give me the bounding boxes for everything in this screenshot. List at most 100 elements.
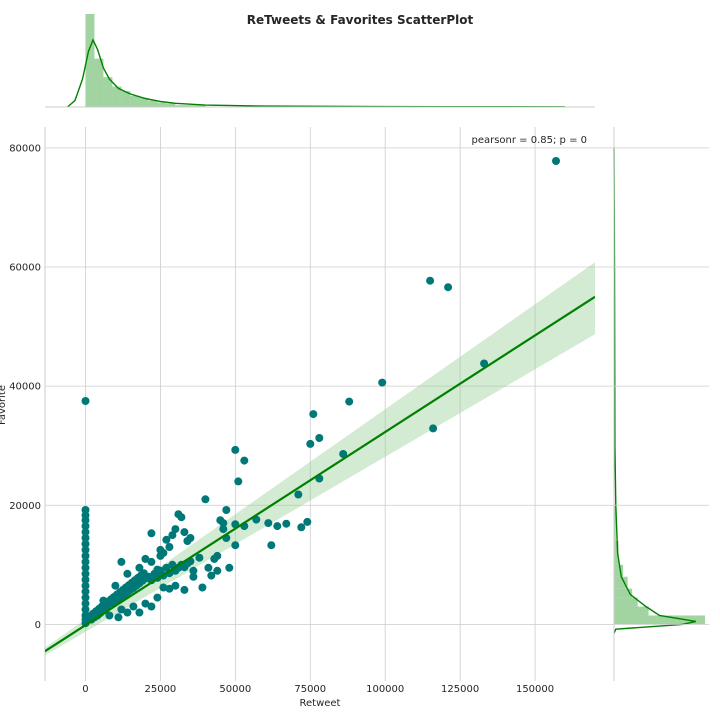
- data-point: [162, 535, 171, 544]
- data-point: [165, 543, 174, 551]
- data-point: [180, 528, 189, 537]
- data-point: [444, 283, 453, 292]
- data-point: [171, 525, 180, 534]
- data-point: [234, 477, 243, 486]
- right-histogram-bar: [614, 588, 633, 598]
- confidence-band: [45, 262, 595, 656]
- grid: [45, 127, 709, 681]
- data-point: [231, 541, 240, 550]
- data-point: [177, 513, 186, 522]
- y-tick-label: 80000: [9, 143, 41, 154]
- data-point: [189, 572, 198, 581]
- data-point: [198, 583, 207, 592]
- top-marginal-histogram: [45, 14, 595, 108]
- top-histogram-bar: [103, 77, 113, 107]
- top-histogram-bar: [85, 14, 95, 107]
- data-point: [480, 359, 489, 368]
- right-marginal-histogram: [613, 147, 705, 634]
- confidence-band-area: [45, 262, 595, 656]
- data-point: [117, 605, 126, 614]
- top-histogram-bar: [175, 105, 206, 107]
- tick-labels: 0 25000 50000 75000 100000 125000 150000 0 20000…: [9, 143, 554, 695]
- data-point: [81, 605, 90, 614]
- data-point: [81, 569, 90, 578]
- data-point: [213, 566, 222, 575]
- x-tick-label: 25000: [144, 684, 176, 695]
- data-point: [165, 584, 174, 593]
- data-point: [264, 519, 273, 528]
- data-point: [81, 522, 90, 531]
- data-point: [81, 516, 90, 525]
- data-point: [168, 531, 177, 540]
- top-histogram-bar: [157, 102, 167, 107]
- data-point: [195, 553, 204, 562]
- data-point: [129, 602, 138, 611]
- data-point: [429, 424, 438, 433]
- data-point: [117, 557, 126, 566]
- y-tick-label: 60000: [9, 262, 41, 273]
- right-histogram-bar: [614, 564, 624, 577]
- right-histogram-bar: [614, 576, 628, 589]
- right-kde-line: [613, 147, 697, 634]
- data-point: [147, 557, 156, 566]
- x-tick-label: 150000: [516, 684, 554, 695]
- top-histogram-bar: [148, 100, 158, 107]
- y-tick-label: 20000: [9, 501, 41, 512]
- x-tick-label: 100000: [366, 684, 404, 695]
- x-tick-label: 125000: [441, 684, 479, 695]
- y-axis-label: Favorite: [0, 385, 8, 425]
- data-point: [156, 551, 165, 560]
- y-tick-label: 40000: [9, 382, 41, 393]
- data-point: [153, 593, 162, 602]
- x-tick-label: 75000: [294, 684, 326, 695]
- x-axis-label: Retweet: [300, 698, 341, 709]
- data-point: [171, 581, 180, 590]
- data-point: [345, 397, 354, 406]
- data-point: [294, 490, 303, 499]
- data-point: [231, 445, 240, 454]
- data-point: [309, 410, 318, 419]
- x-tick-label: 50000: [219, 684, 251, 695]
- data-point: [201, 495, 210, 504]
- right-histogram-bar: [614, 541, 619, 565]
- y-tick-label: 0: [35, 620, 41, 631]
- data-point: [81, 599, 90, 608]
- data-point: [147, 529, 156, 538]
- right-histogram-bar: [614, 615, 705, 625]
- data-point: [81, 593, 90, 602]
- data-point: [267, 541, 276, 550]
- data-point: [123, 608, 132, 617]
- data-point: [222, 506, 231, 514]
- data-point: [81, 534, 90, 542]
- data-point: [135, 563, 144, 572]
- top-histogram-bar: [166, 103, 176, 107]
- top-histogram-bar: [139, 97, 149, 107]
- data-point: [141, 554, 150, 563]
- data-point: [303, 517, 312, 526]
- data-point: [153, 565, 162, 574]
- data-point: [273, 522, 282, 531]
- regression-line: [45, 295, 595, 653]
- data-point: [189, 566, 198, 575]
- fit-line: [45, 295, 595, 653]
- data-point: [105, 611, 114, 620]
- x-tick-label: 0: [82, 684, 88, 695]
- data-point: [159, 583, 168, 592]
- data-point: [141, 599, 150, 608]
- data-point: [156, 545, 165, 554]
- data-point: [339, 450, 348, 458]
- top-kde-line: [67, 38, 566, 108]
- right-histogram-bar: [614, 606, 649, 616]
- data-point: [204, 563, 213, 572]
- data-point: [81, 397, 90, 405]
- axes: [44, 127, 615, 681]
- data-point: [81, 551, 90, 560]
- data-point: [552, 157, 560, 165]
- scatter-points: [81, 157, 560, 628]
- pearsonr-annotation: pearsonr = 0.85; p = 0: [471, 135, 587, 146]
- top-histogram-bar: [130, 95, 140, 107]
- data-point: [225, 563, 234, 572]
- data-point: [306, 439, 315, 448]
- data-point: [135, 608, 144, 617]
- data-point: [240, 456, 249, 465]
